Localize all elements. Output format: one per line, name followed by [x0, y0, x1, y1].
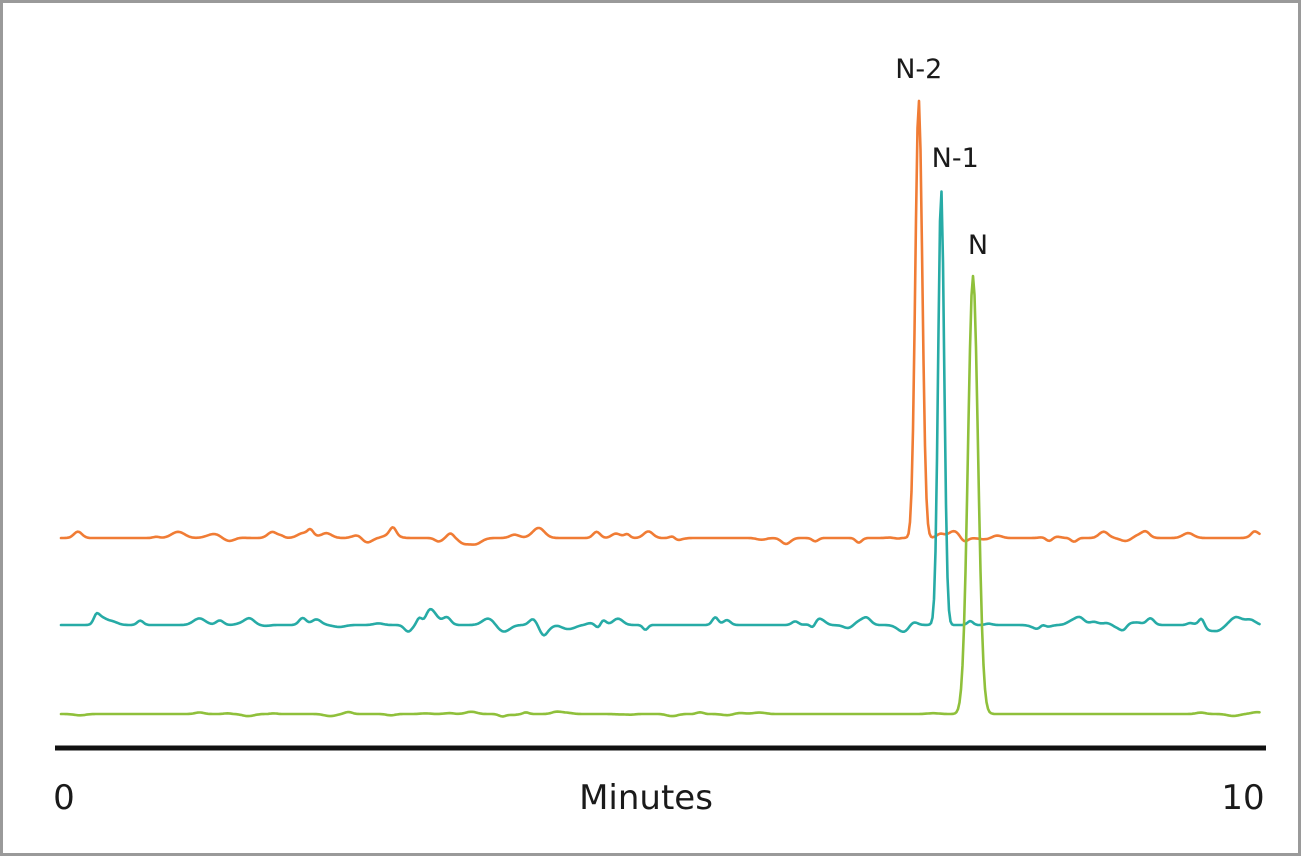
x-tick-label-end: 10 — [1221, 778, 1264, 818]
traces-group — [59, 99, 1261, 718]
trace-n-1 — [59, 190, 1261, 637]
trace-n-2 — [59, 99, 1261, 546]
peak-label-n-2: N-2 — [895, 54, 942, 85]
x-tick-label-start: 0 — [53, 778, 75, 818]
peak-labels-group: N-2 N-1 N — [895, 54, 988, 261]
peak-label-n-1: N-1 — [932, 143, 979, 174]
trace-n — [59, 274, 1261, 718]
peak-label-n: N — [968, 230, 988, 261]
x-axis-label: Minutes — [579, 778, 713, 818]
chromatogram-svg: N-2 N-1 N 0 10 Minutes — [53, 54, 1266, 818]
